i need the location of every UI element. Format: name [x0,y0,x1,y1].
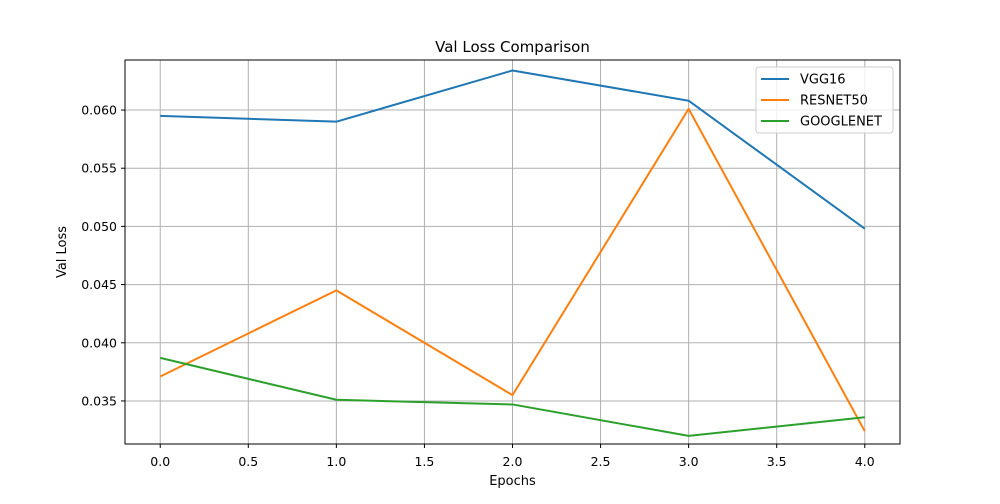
legend-box [755,66,894,134]
legend: VGG16 RESNET50 GOOGLENET [755,66,894,134]
x-tick-label: 3.5 [767,454,787,469]
x-axis-label: Epochs [489,474,536,489]
y-tick-label: 0.035 [81,393,117,408]
x-axis-ticks: 0.0 0.5 1.0 1.5 2.0 2.5 3.0 3.5 4.0 [150,444,875,469]
y-tick-label: 0.055 [81,161,117,176]
y-tick-label: 0.060 [81,103,117,118]
y-tick-label: 0.050 [81,219,117,234]
x-tick-label: 2.5 [591,454,611,469]
x-tick-label: 0.5 [238,454,258,469]
y-tick-label: 0.040 [81,335,117,350]
series-line-vgg16 [160,69,866,230]
x-tick-label: 3.0 [679,454,699,469]
y-axis-ticks: 0.035 0.040 0.045 0.050 0.055 0.060 [81,103,125,408]
x-tick-label: 0.0 [150,454,170,469]
legend-label: GOOGLENET [800,115,882,130]
x-tick-label: 2.0 [503,454,523,469]
y-tick-label: 0.045 [81,277,117,292]
x-tick-label: 1.0 [326,454,346,469]
series-line-resnet50 [159,107,866,432]
chart-title: Val Loss Comparison [435,38,590,56]
series-line-googlenet [159,356,865,437]
series-lines [159,69,866,437]
x-tick-label: 4.0 [855,454,875,469]
x-tick-label: 1.5 [414,454,434,469]
y-axis-label: Val Loss [55,226,70,278]
legend-label: VGG16 [800,73,846,88]
legend-label: RESNET50 [800,94,868,109]
